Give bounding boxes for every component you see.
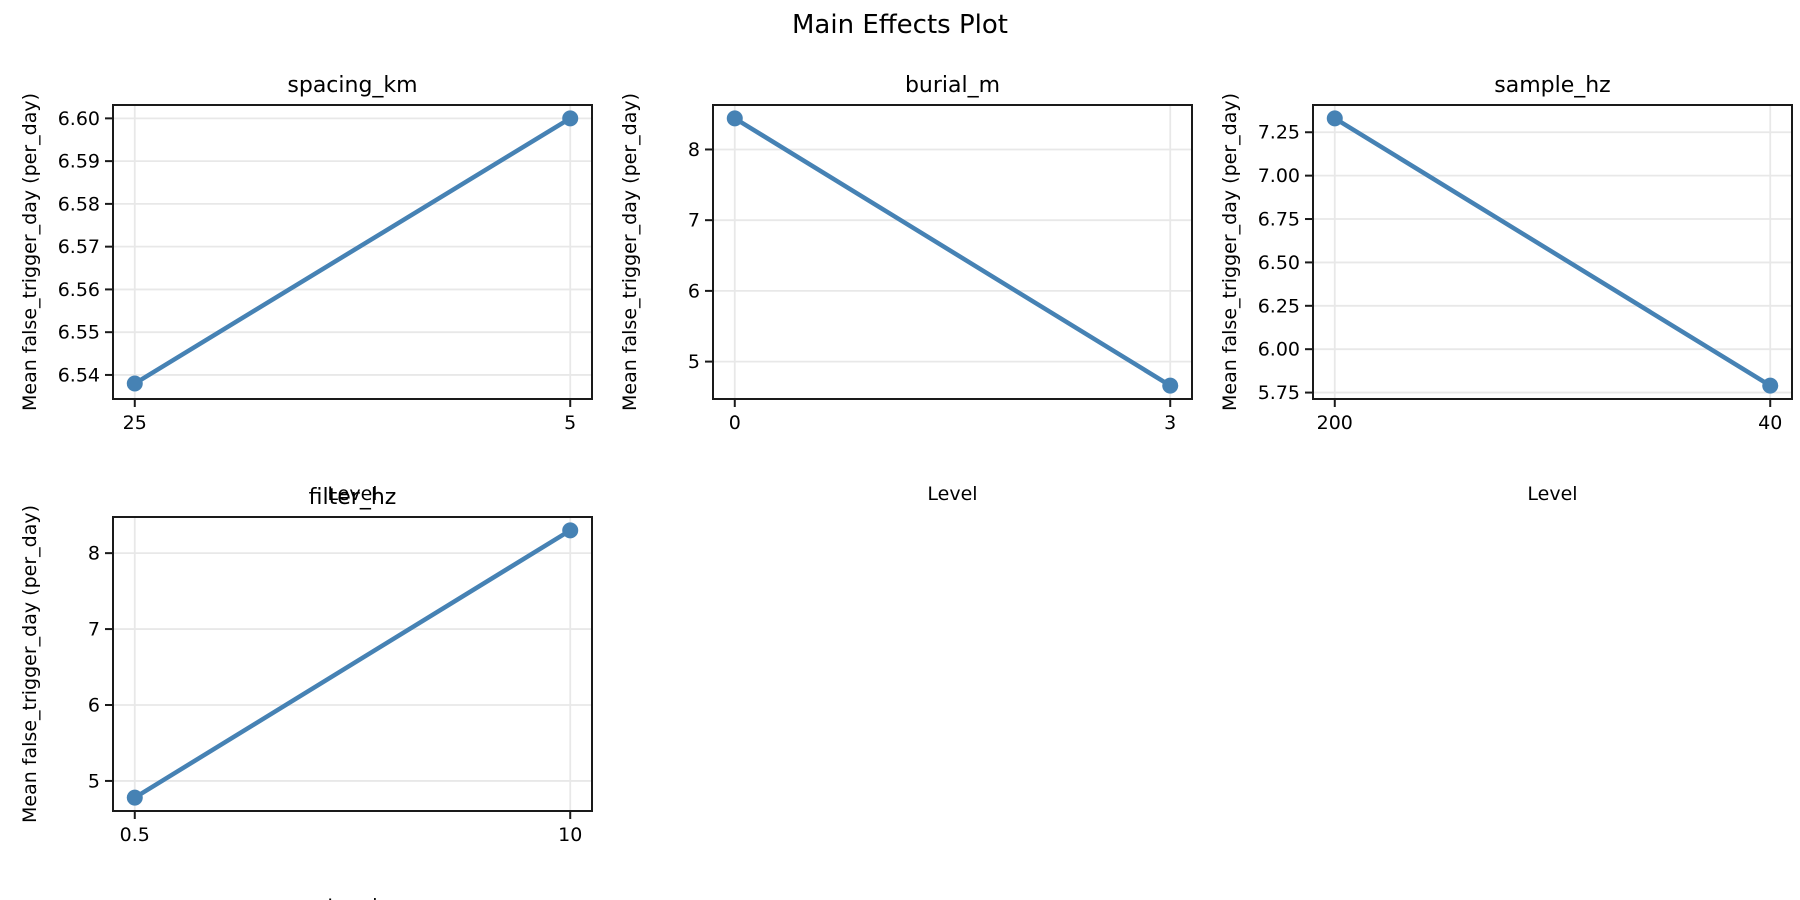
axes-sample-hz: 200 40 5.75 6.00 6.25 6.50 6.75 7.00 7.25 — [1258, 104, 1793, 434]
subplot-title: burial_m — [904, 73, 1001, 98]
svg-text:8: 8 — [88, 543, 100, 565]
svg-text:0: 0 — [729, 412, 741, 434]
axes-filter-hz: 0.5 10 5 6 7 8 — [88, 516, 593, 846]
subplot-burial-m: burial_m Mean false_trigger_day (per_day… — [600, 48, 1200, 505]
svg-text:6: 6 — [88, 695, 100, 717]
subplot-title: spacing_km — [287, 73, 418, 98]
svg-text:6.59: 6.59 — [58, 151, 100, 173]
svg-text:25: 25 — [123, 412, 147, 434]
svg-text:200: 200 — [1317, 412, 1353, 434]
svg-text:8: 8 — [688, 139, 700, 161]
svg-text:5.75: 5.75 — [1258, 382, 1300, 404]
svg-text:7.00: 7.00 — [1258, 165, 1300, 187]
svg-text:6.75: 6.75 — [1258, 209, 1300, 231]
svg-text:6.60: 6.60 — [58, 108, 100, 130]
figure-title: Main Effects Plot — [792, 10, 1008, 40]
svg-text:6.58: 6.58 — [58, 193, 100, 215]
svg-text:6.54: 6.54 — [58, 364, 100, 386]
svg-text:0.5: 0.5 — [120, 824, 150, 846]
x-axis-label: Level — [1527, 483, 1578, 505]
svg-text:6.55: 6.55 — [58, 322, 100, 344]
subplot-title: sample_hz — [1494, 73, 1611, 98]
x-axis-label: Level — [113, 894, 592, 900]
svg-text:5: 5 — [688, 351, 700, 373]
svg-text:6.50: 6.50 — [1258, 252, 1300, 274]
svg-text:7.25: 7.25 — [1258, 122, 1300, 144]
svg-text:3: 3 — [1164, 412, 1176, 434]
subplot-spacing-km: spacing_km Mean false_trigger_day (per_d… — [0, 48, 600, 505]
svg-text:6.25: 6.25 — [1258, 295, 1300, 317]
axes-burial-m: 0 3 5 6 7 8 — [688, 104, 1193, 434]
x-axis-label: Level — [327, 483, 378, 505]
x-axis-label: Level — [927, 483, 978, 505]
svg-text:6.56: 6.56 — [58, 279, 100, 301]
svg-text:5: 5 — [88, 770, 100, 792]
subplot-sample-hz: sample_hz Mean false_trigger_day (per_da… — [1200, 48, 1800, 505]
subplot-title: filter_hz — [308, 485, 397, 510]
svg-text:7: 7 — [688, 210, 700, 232]
svg-text:7: 7 — [88, 619, 100, 641]
svg-text:6.00: 6.00 — [1258, 339, 1300, 361]
axes-spacing-km: 25 5 6.54 6.55 6.56 6.57 6.58 6.59 6.60 — [58, 104, 593, 434]
svg-text:6.57: 6.57 — [58, 236, 100, 258]
svg-text:5: 5 — [564, 412, 576, 434]
subplot-filter-hz: filter_hz Mean false_trigger_day (per_da… — [0, 460, 600, 900]
svg-text:10: 10 — [558, 824, 582, 846]
svg-text:40: 40 — [1758, 412, 1782, 434]
svg-text:6: 6 — [688, 280, 700, 302]
